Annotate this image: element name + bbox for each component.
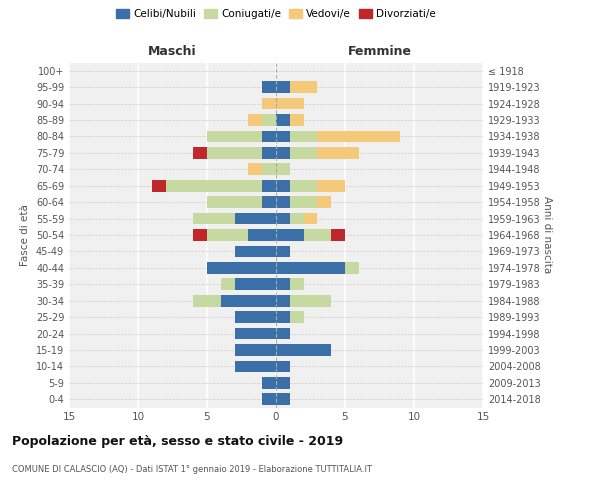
Bar (248, 164, 262, 175)
Text: Popolazione per età, sesso e stato civile - 2019: Popolazione per età, sesso e stato civil… (12, 435, 343, 448)
Bar (290, 295, 331, 306)
Bar (317, 196, 331, 208)
Bar (262, 180, 276, 192)
Bar (207, 147, 262, 159)
Bar (304, 229, 331, 241)
Bar (207, 130, 262, 142)
Bar (262, 130, 276, 142)
Bar (262, 114, 276, 126)
Bar (290, 278, 304, 290)
Bar (290, 196, 317, 208)
Bar (248, 114, 262, 126)
Bar (276, 229, 304, 241)
Bar (290, 114, 304, 126)
Bar (262, 147, 276, 159)
Legend: Celibi/Nubili, Coniugati/e, Vedovi/e, Divorziati/e: Celibi/Nubili, Coniugati/e, Vedovi/e, Di… (112, 5, 440, 24)
Bar (317, 130, 400, 142)
Bar (276, 98, 304, 110)
Bar (276, 278, 290, 290)
Bar (276, 328, 290, 340)
Bar (276, 262, 345, 274)
Y-axis label: Anni di nascita: Anni di nascita (542, 196, 552, 274)
Bar (235, 212, 276, 224)
Bar (193, 295, 221, 306)
Bar (262, 394, 276, 405)
Bar (207, 196, 262, 208)
Bar (193, 212, 235, 224)
Bar (276, 344, 331, 356)
Bar (262, 377, 276, 389)
Bar (317, 147, 359, 159)
Bar (317, 180, 345, 192)
Bar (262, 98, 276, 110)
Bar (276, 311, 290, 323)
Bar (290, 180, 317, 192)
Text: Femmine: Femmine (347, 44, 412, 58)
Bar (207, 262, 276, 274)
Bar (193, 147, 207, 159)
Bar (290, 130, 317, 142)
Bar (235, 328, 276, 340)
Bar (276, 360, 290, 372)
Bar (248, 229, 276, 241)
Bar (276, 147, 290, 159)
Bar (276, 130, 290, 142)
Bar (290, 311, 304, 323)
Text: Maschi: Maschi (148, 44, 197, 58)
Bar (221, 295, 276, 306)
Bar (345, 262, 359, 274)
Bar (276, 114, 290, 126)
Bar (276, 246, 290, 258)
Bar (290, 212, 304, 224)
Bar (235, 246, 276, 258)
Bar (235, 344, 276, 356)
Bar (276, 212, 290, 224)
Bar (152, 180, 166, 192)
Bar (276, 81, 290, 93)
Bar (304, 212, 317, 224)
Bar (276, 180, 290, 192)
Bar (262, 164, 276, 175)
Text: COMUNE DI CALASCIO (AQ) - Dati ISTAT 1° gennaio 2019 - Elaborazione TUTTITALIA.I: COMUNE DI CALASCIO (AQ) - Dati ISTAT 1° … (12, 465, 372, 474)
Bar (276, 394, 290, 405)
Bar (235, 360, 276, 372)
Bar (262, 196, 276, 208)
Bar (235, 311, 276, 323)
Bar (276, 295, 290, 306)
Bar (221, 278, 235, 290)
Bar (276, 164, 290, 175)
Bar (276, 377, 290, 389)
Bar (235, 278, 276, 290)
Bar (207, 229, 248, 241)
Bar (331, 229, 345, 241)
Bar (262, 81, 276, 93)
Bar (166, 180, 262, 192)
Bar (276, 196, 290, 208)
Bar (290, 147, 317, 159)
Bar (193, 229, 207, 241)
Bar (290, 81, 317, 93)
Y-axis label: Fasce di età: Fasce di età (20, 204, 30, 266)
